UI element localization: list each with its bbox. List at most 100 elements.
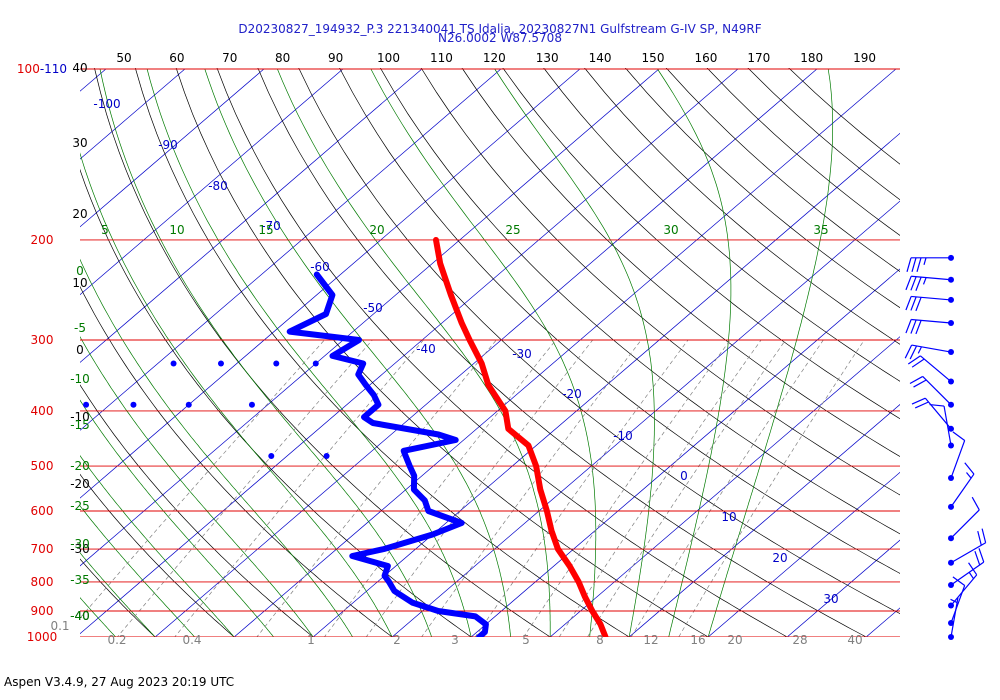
wind-barb-flag <box>911 257 917 272</box>
moist-adiabat-line <box>80 336 314 637</box>
dry-adiabat-line <box>584 68 900 345</box>
isotherm-label: -30 <box>512 347 532 361</box>
pressure-label: 900 <box>31 604 54 618</box>
wind-barb-flag <box>913 379 927 388</box>
isotherm-line <box>80 68 502 431</box>
left-scale-label: -20 <box>70 477 90 491</box>
software-version-footer: Aspen V3.4.9, 27 Aug 2023 20:19 UTC <box>4 675 235 689</box>
wind-barb-flag <box>964 462 975 475</box>
mixing-ratio-label: 12 <box>643 633 658 647</box>
wind-barb <box>948 576 966 627</box>
isotherm-line <box>80 68 423 363</box>
temperature-profile-line <box>433 237 609 637</box>
mixing-ratio-label: 8 <box>596 633 604 647</box>
moist-adiabat-line <box>80 505 195 637</box>
mixing-ratio-line <box>421 339 642 637</box>
dry-adiabat-line <box>134 68 630 637</box>
mixing-ratio-label: 20 <box>727 633 742 647</box>
wind-barb-station-dot <box>948 582 954 589</box>
isotherm-line <box>80 68 186 160</box>
top-scale-label: 180 <box>800 51 823 65</box>
wind-barb-station-dot <box>948 254 954 261</box>
mixing-ratio-line <box>174 339 424 637</box>
isotherm-label: 10 <box>721 510 736 524</box>
dry-adiabat-line <box>420 68 900 496</box>
mixing-ratio-line <box>678 339 865 637</box>
wind-barb-flag <box>910 319 917 334</box>
isotherm-line <box>786 539 900 637</box>
wind-barb-flag <box>968 562 978 576</box>
moist-adiabat-label: -20 <box>70 459 90 473</box>
wind-barb-flag <box>978 548 985 563</box>
top-scale-label: 80 <box>275 51 290 65</box>
wind-barb-flag <box>909 345 918 360</box>
wind-barb-flag <box>905 319 912 334</box>
wind-barb <box>904 344 954 360</box>
isotherm-line <box>80 68 265 228</box>
dewpoint-dropout-point <box>185 401 192 408</box>
isotherm-label: -70 <box>261 219 281 233</box>
wind-barb-staff <box>919 355 952 382</box>
wind-barb <box>905 318 954 335</box>
wind-barb-staff <box>950 473 975 508</box>
mixing-ratio-line <box>630 339 824 637</box>
mixing-ratio-label: 40 <box>847 633 862 647</box>
top-scale-label: 120 <box>483 51 506 65</box>
dry-adiabat-line <box>80 285 393 637</box>
dry-adiabat-line <box>257 68 867 637</box>
pressure-label: 500 <box>31 459 54 473</box>
wind-barb-station-dot <box>948 475 954 482</box>
left-scale-label: 10 <box>72 276 87 290</box>
mixing-ratio-label: 28 <box>792 633 807 647</box>
wind-barb <box>909 375 954 408</box>
left-scale-label: -10 <box>70 410 90 424</box>
wind-barb-staff <box>911 275 952 281</box>
wind-barb-half-flag <box>922 277 927 285</box>
moist-adiabat-line <box>277 68 551 637</box>
isotherm-label: 20 <box>772 551 787 565</box>
left-scale-label: -30 <box>70 542 90 556</box>
moist-adiabat-label: -25 <box>70 499 90 513</box>
wind-barb-flag <box>915 297 922 312</box>
dry-adiabat-line <box>502 68 900 420</box>
dry-adiabat-line <box>461 68 900 457</box>
wind-barb <box>948 496 980 542</box>
wind-barb-flag <box>904 344 913 359</box>
moist-adiabat-label: 20 <box>369 223 384 237</box>
moist-adiabat-label: -15 <box>70 418 90 432</box>
mixing-ratio-label: 16 <box>690 633 705 647</box>
dry-adiabat-line <box>788 68 900 165</box>
wind-barb-flag <box>977 530 982 546</box>
wind-barb-flag <box>952 576 966 586</box>
dry-adiabat-line <box>80 473 235 637</box>
isotherm-line <box>707 471 900 637</box>
wind-barb-half-flag <box>950 598 958 604</box>
moist-adiabat-line <box>80 552 156 637</box>
mixing-ratio-line <box>587 339 786 637</box>
dry-adiabat-line <box>80 384 314 637</box>
dewpoint-dropout-point <box>273 360 280 367</box>
moist-adiabat-line <box>80 152 393 637</box>
wind-barb-flag <box>909 375 924 385</box>
isotherm-label: 30 <box>823 592 838 606</box>
top-scale-label: 150 <box>642 51 665 65</box>
wind-barb-staff <box>950 509 980 539</box>
isotherm-label: 0 <box>680 469 688 483</box>
dry-adiabat-line <box>94 68 551 637</box>
isotherm-line <box>391 200 900 637</box>
isotherm-line <box>80 68 660 567</box>
isotherm-label: -80 <box>208 179 228 193</box>
pressure-label: 300 <box>31 333 54 347</box>
wind-barb-flag <box>907 355 921 365</box>
wind-barb-flag <box>911 397 926 405</box>
top-scale-label: 140 <box>589 51 612 65</box>
plot-area <box>80 68 900 637</box>
top-scale-label: 60 <box>169 51 184 65</box>
wind-barb-station-dot <box>948 535 954 542</box>
dry-adiabat-line <box>380 68 900 535</box>
isotherm-label: -10 <box>613 429 633 443</box>
wind-barb-flag <box>952 431 966 441</box>
left-scale-label: -40 <box>70 609 90 623</box>
moist-adiabat-label: 5 <box>101 223 109 237</box>
dry-adiabat-line <box>665 68 900 272</box>
